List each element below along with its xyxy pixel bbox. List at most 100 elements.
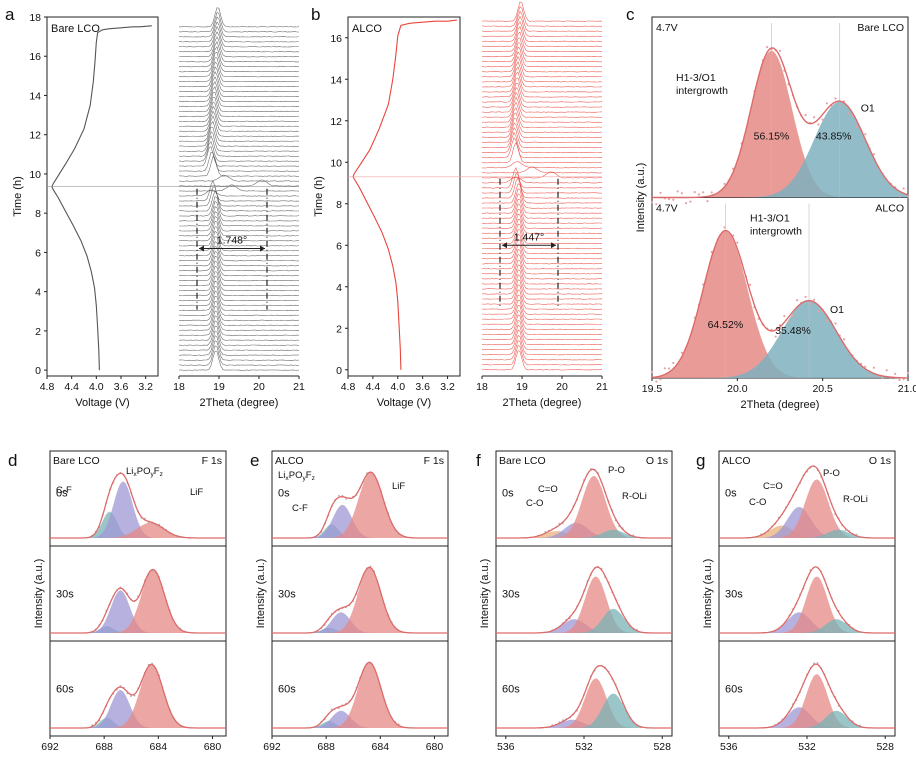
species-label: LiF <box>190 487 203 498</box>
species-label: C-F <box>292 503 308 514</box>
x-tick-label: 18 <box>173 381 185 393</box>
sample-label: Bare LCO <box>51 23 100 35</box>
x-tick-label: 536 <box>720 741 738 753</box>
xrd-pattern <box>178 120 300 142</box>
xrd-pattern <box>481 183 603 204</box>
x-axis-title: 2Theta (degree) <box>503 397 582 409</box>
x-tick-label: 688 <box>95 741 113 753</box>
fit-envelope <box>652 47 909 199</box>
panel-letter: a <box>5 5 15 24</box>
x-axis-title: Voltage (V) <box>377 397 431 409</box>
peak-percent-label: 64.52% <box>708 319 744 331</box>
y-axis-title: Intensity (a.u.) <box>635 163 647 233</box>
xrd-pattern <box>481 6 603 27</box>
x-tick-label: 18 <box>476 381 488 393</box>
xrd-pattern <box>178 11 299 33</box>
y-axis-title: Time (h) <box>12 176 24 217</box>
data-point <box>676 366 679 369</box>
xrd-pattern <box>178 155 300 177</box>
data-point <box>766 46 769 49</box>
data-point <box>774 335 777 338</box>
xrd-pattern <box>178 76 300 98</box>
x-tick-label: 3.6 <box>415 381 430 393</box>
data-point <box>872 153 876 156</box>
xrd-pattern <box>179 151 300 172</box>
sample-label: ALCO <box>722 455 751 467</box>
data-point <box>817 310 820 313</box>
xrd-pattern <box>178 126 300 147</box>
fit-peak-area <box>652 231 908 378</box>
xps-plot-frame <box>271 450 449 737</box>
xrd-pattern <box>482 294 603 315</box>
data-point <box>783 314 786 318</box>
xrd-pattern <box>481 274 603 295</box>
xrd-pattern <box>178 280 299 302</box>
xps-envelope <box>719 566 895 634</box>
data-point <box>685 202 688 205</box>
data-point <box>821 118 824 121</box>
fit-peak-area <box>652 300 908 378</box>
y-tick-label: 10 <box>330 157 342 169</box>
xrd-pattern <box>178 40 300 63</box>
core-level-label: F 1s <box>202 455 222 467</box>
xps-envelope <box>719 663 895 729</box>
panel-letter: e <box>250 451 259 470</box>
xrd-pattern <box>481 344 603 366</box>
xrd-pattern <box>179 190 299 212</box>
panel-letter: g <box>696 451 705 470</box>
data-point <box>119 685 122 687</box>
panel-letter: d <box>8 451 17 470</box>
xrd-pattern <box>481 71 603 93</box>
y-tick-label: 4 <box>35 287 41 299</box>
xrd-pattern <box>178 135 299 157</box>
xrd-pattern <box>481 244 602 265</box>
data-point <box>787 320 790 323</box>
xrd-pattern <box>178 200 300 222</box>
phase-label: H1-3/O1 <box>750 213 790 225</box>
xps-envelope <box>496 566 672 634</box>
data-point <box>834 97 837 100</box>
y-axis-title: Time (h) <box>313 176 325 217</box>
xrd-pattern <box>481 10 603 32</box>
voltage-curve <box>51 25 152 371</box>
xps-component-peak <box>496 576 672 633</box>
xps-component-peak <box>719 529 895 538</box>
data-point <box>778 49 782 52</box>
x-tick-label: 20.5 <box>812 383 833 395</box>
data-point <box>659 378 662 381</box>
x-tick-label: 21 <box>293 381 305 393</box>
xps-component-peak <box>50 522 226 538</box>
core-level-label: O 1s <box>869 455 891 467</box>
data-point <box>808 302 812 305</box>
panel-letter: b <box>311 5 320 24</box>
xrd-pattern <box>178 26 299 48</box>
data-point <box>898 378 901 381</box>
xrd-pattern <box>481 329 603 351</box>
voltage-label: 4.7V <box>656 22 678 34</box>
xrd-pattern <box>178 131 300 152</box>
xrd-pattern <box>482 234 603 255</box>
xrd-pattern <box>178 180 300 202</box>
xrd-pattern <box>178 179 300 187</box>
x-tick-label: 4.0 <box>390 381 405 393</box>
xrd-pattern <box>481 223 603 245</box>
data-point <box>885 369 888 372</box>
xrd-pattern <box>481 66 603 88</box>
data-point <box>813 662 815 665</box>
data-point <box>719 193 722 196</box>
xps-envelope <box>50 472 226 539</box>
xrd-pattern <box>481 131 603 154</box>
data-point <box>816 662 819 664</box>
xrd-pattern <box>481 229 603 250</box>
xps-component-peak <box>719 576 895 633</box>
xrd-pattern <box>481 299 603 320</box>
xrd-pattern <box>481 198 603 219</box>
depth-label: 0s <box>278 488 290 500</box>
xrd-pattern <box>178 115 300 137</box>
xrd-pattern <box>481 101 602 123</box>
xps-component-peak <box>272 472 448 538</box>
data-point <box>804 295 807 298</box>
depth-label: 30s <box>278 589 296 601</box>
xrd-pattern <box>482 309 603 331</box>
